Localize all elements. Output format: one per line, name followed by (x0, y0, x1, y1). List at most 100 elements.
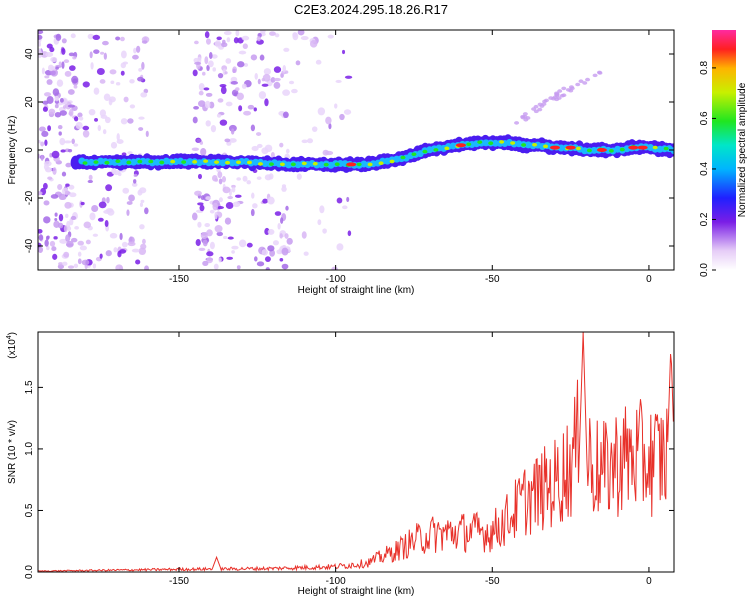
spectrogram-speckle (127, 118, 134, 124)
spectrogram-ridge-core (181, 160, 187, 164)
spectrogram-speckle (105, 250, 112, 257)
spectrogram-speckle (218, 178, 223, 185)
spectrogram-speckle (91, 204, 99, 213)
spectrogram-speckle (120, 50, 127, 59)
spectrogram-speckle (236, 265, 241, 270)
spectrogram-ridge-peak (628, 145, 639, 150)
spectrogram-speckle (38, 246, 44, 254)
spectrogram-speckle (231, 186, 236, 193)
spectrogram-branch-blob (585, 77, 591, 82)
spectrogram-speckle (78, 116, 84, 121)
spectrogram-speckle (223, 235, 228, 240)
spectrogram-speckle (268, 173, 274, 180)
spectrogram-ridge-core (137, 159, 143, 164)
spectrogram-speckle (272, 240, 279, 246)
spectrogram-x-tick-label: -150 (169, 274, 189, 285)
spectrogram-speckle (67, 89, 75, 95)
spectrogram-speckle (228, 124, 237, 132)
spectrogram-speckle (216, 36, 222, 41)
spectrogram-speckle (264, 98, 269, 107)
spectrogram-speckle (230, 76, 238, 83)
spectrogram-speckle (104, 220, 109, 228)
spectrogram-speckle (100, 114, 108, 119)
spectrogram-speckle (336, 197, 343, 204)
spectrogram-speckle (224, 71, 228, 75)
spectrogram-speckle (105, 184, 113, 192)
spectrogram-speckle (325, 150, 334, 156)
spectrogram-speckle (220, 86, 227, 95)
spectrogram-speckle (87, 179, 93, 184)
spectrogram-ridge-core (214, 160, 220, 164)
spectrogram-speckle (218, 197, 223, 203)
spectrogram-speckle (131, 182, 138, 187)
spectrogram-speckle (328, 123, 332, 130)
spectrogram-speckle (256, 176, 262, 180)
spectrogram-speckle (143, 88, 149, 94)
spectrogram-speckle (112, 170, 121, 176)
spectrogram-speckle (206, 64, 210, 72)
spectrogram-ridge-core (126, 160, 132, 165)
spectrogram-speckle (205, 92, 213, 97)
spectrogram-speckle (242, 175, 248, 182)
spectrogram-speckle (61, 171, 67, 177)
spectrogram-speckle (82, 81, 90, 88)
spectrogram-speckle (67, 104, 76, 108)
spectrogram-speckle (194, 61, 202, 65)
spectrogram-speckle (282, 111, 289, 119)
spectrogram-speckle (339, 113, 345, 121)
spectrogram-speckle (206, 251, 214, 257)
spectrogram-branch-blob (592, 73, 598, 78)
spectrogram-speckle (72, 56, 77, 60)
spectrogram-speckle (262, 198, 269, 204)
spectrogram-branch-blob (582, 81, 588, 85)
spectrogram-speckle (216, 113, 222, 118)
spectrogram-ridge-peak (596, 148, 607, 152)
spectrogram-speckle (68, 52, 75, 57)
spectrogram-speckle (87, 33, 94, 40)
spectrogram-speckle (135, 259, 141, 265)
spectrogram-speckle (309, 40, 318, 48)
spectrogram-ridge-core (356, 162, 362, 167)
spectrogram-speckle (216, 205, 224, 210)
spectrogram-speckle (38, 34, 43, 40)
spectrogram-ridge-core (510, 141, 516, 145)
snr-x-tick-label: -100 (326, 576, 346, 587)
spectrogram-ridge-core (257, 162, 263, 166)
spectrogram-ridge-core (279, 162, 285, 167)
spectrogram-speckle (66, 220, 71, 229)
spectrogram-branch-blob (531, 107, 537, 111)
spectrogram-speckle (210, 124, 217, 133)
spectrogram-speckle (264, 256, 271, 263)
spectrogram-speckle (232, 66, 238, 74)
spectrogram-speckle (225, 58, 232, 64)
snr-multiplier: (x104) (6, 332, 18, 359)
spectrogram-speckle (102, 129, 107, 135)
spectrogram-speckle (41, 67, 45, 75)
colorbar: 0.0 0.2 0.4 0.6 0.8 Normalized spectral ampl… (699, 30, 748, 277)
spectrogram-speckle (99, 79, 106, 84)
spectrogram-speckle (47, 64, 54, 72)
spectrogram-speckle (214, 225, 223, 233)
spectrogram-speckle (282, 64, 287, 73)
spectrogram-speckle (256, 261, 265, 267)
spectrogram-speckle (102, 40, 109, 46)
spectrogram-ridge-core (192, 160, 198, 164)
spectrogram-speckle (40, 154, 44, 161)
spectrogram-speckle (71, 138, 75, 145)
spectrogram-speckle (73, 84, 78, 89)
spectrogram-speckle (224, 217, 232, 225)
spectrogram-speckle (236, 61, 245, 68)
spectrogram-speckle (217, 171, 223, 179)
spectrogram-speckle (117, 250, 122, 258)
spectrogram-y-tick-label: 40 (24, 48, 35, 60)
spectrogram-speckle (44, 239, 49, 247)
spectrogram-speckle (281, 186, 287, 192)
spectrogram-speckle (62, 261, 68, 266)
spectrogram-speckle (250, 208, 255, 217)
spectrogram-speckle (42, 182, 48, 190)
spectrogram-ridge-core (367, 162, 373, 167)
spectrogram-speckle (90, 62, 94, 70)
spectrogram-speckle (213, 263, 219, 270)
spectrogram-speckle (43, 160, 52, 167)
spectrogram-speckle (96, 67, 105, 76)
